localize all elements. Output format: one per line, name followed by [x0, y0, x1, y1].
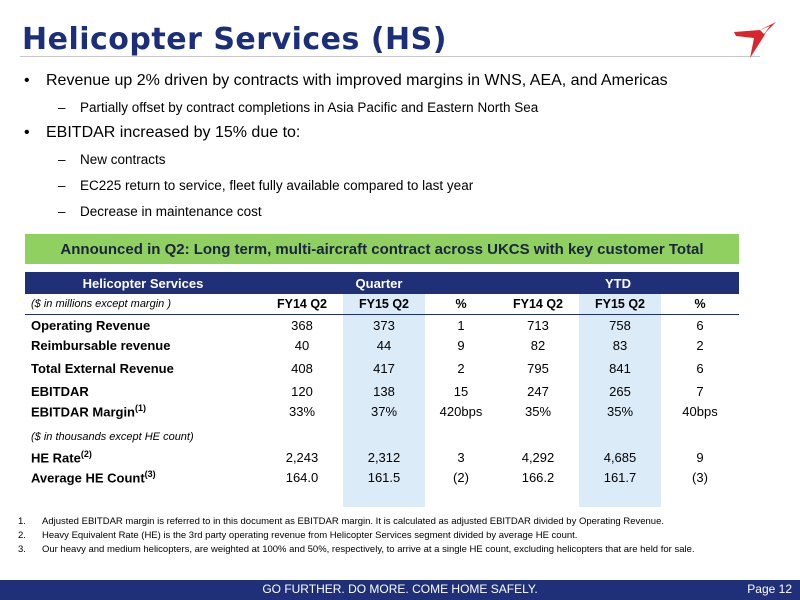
table-subheader-row: ($ in millions except margin ) FY14 Q2 F… — [25, 294, 739, 315]
row-label: Operating Revenue — [31, 317, 151, 333]
row-label: EBITDAR Margin(1) — [31, 402, 146, 420]
quarter-header: Quarter — [261, 272, 497, 294]
table-cell: 1 — [457, 317, 465, 333]
column-header: FY14 Q2 — [261, 294, 343, 315]
title-divider — [20, 56, 760, 57]
sub-bullet-item: – Partially offset by contract completion… — [58, 99, 539, 115]
table-cell: (2) — [453, 469, 469, 485]
segment-header: Helicopter Services — [25, 272, 261, 294]
table-spacer-row — [25, 487, 739, 507]
table-cell: 161.5 — [343, 467, 425, 487]
table-cell: 713 — [527, 317, 549, 333]
footnote: 1. Adjusted EBITDAR margin is referred to… — [18, 515, 665, 527]
bird-logo-icon — [734, 22, 776, 58]
bullet-text: Revenue up 2% driven by contracts with i… — [46, 72, 668, 89]
table-row: Reimbursable revenue 40 44 9 82 83 2 — [25, 335, 739, 355]
sub-bullet-item: – EC225 return to service, fleet fully av… — [58, 177, 474, 193]
bullet-item: • EBITDAR increased by 15% due to: — [24, 124, 301, 141]
table-cell: 164.0 — [285, 469, 319, 485]
table-cell: 420bps — [439, 403, 483, 419]
table-cell: 15 — [453, 383, 469, 399]
row-label: HE Rate(2) — [31, 448, 92, 466]
table-cell: 82 — [530, 337, 546, 353]
table-row: Average HE Count(3) 164.0 161.5 (2) 166.2 161… — [25, 467, 739, 487]
announcement-banner: Announced in Q2: Long term, multi-aircra… — [25, 234, 739, 264]
table-cell: 35% — [579, 401, 661, 421]
page-number: Page 12 — [747, 582, 792, 596]
column-header: FY15 Q2 — [579, 294, 661, 315]
units-note: ($ in thousands except HE count) — [31, 431, 194, 443]
column-header: FY15 Q2 — [343, 294, 425, 315]
table-row: HE Rate(2) 2,243 2,312 3 4,292 4,685 9 — [25, 447, 739, 467]
sub-bullet-text: New contracts — [80, 151, 166, 167]
table-cell: 35% — [524, 403, 552, 419]
column-header: % — [425, 294, 497, 315]
units-note: ($ in millions except margin ) — [25, 294, 261, 315]
table-cell: 373 — [343, 314, 425, 335]
table-row: EBITDAR Margin(1) 33% 37% 420bps 35% 35% 40bps — [25, 401, 739, 421]
table-cell: 2,243 — [285, 449, 319, 465]
table-cell: 83 — [579, 335, 661, 355]
table-row: Operating Revenue 368 373 1 713 758 6 — [25, 314, 739, 335]
page-title: Helicopter Services (HS) — [22, 22, 447, 57]
table-cell: 417 — [343, 355, 425, 381]
sub-bullet-item: – New contracts — [58, 151, 166, 167]
sub-bullet-text: Decrease in maintenance cost — [80, 203, 262, 219]
table-row: EBITDAR 120 138 15 247 265 7 — [25, 381, 739, 401]
table-cell: 6 — [696, 317, 704, 333]
table-cell: 795 — [527, 360, 549, 376]
table-cell: 2 — [696, 337, 704, 353]
sub-bullet-text: Partially offset by contract completions… — [80, 99, 539, 115]
table-cell: 161.7 — [579, 467, 661, 487]
units-row: ($ in thousands except HE count) — [25, 421, 739, 447]
table-cell: 138 — [343, 381, 425, 401]
table-cell: 247 — [527, 383, 549, 399]
table-cell: 841 — [579, 355, 661, 381]
row-label: Average HE Count(3) — [31, 468, 156, 486]
footer-bar: GO FURTHER. DO MORE. COME HOME SAFELY. P… — [0, 580, 800, 600]
table-cell: 9 — [457, 337, 465, 353]
table-cell: 9 — [696, 449, 704, 465]
table-cell: 37% — [343, 401, 425, 421]
table-cell: 44 — [343, 335, 425, 355]
footnote: 3. Our heavy and medium helicopters, are … — [18, 543, 695, 555]
table-cell: 7 — [696, 383, 704, 399]
footnote: 2. Heavy Equivalent Rate (HE) is the 3rd … — [18, 529, 578, 541]
ytd-header: YTD — [497, 272, 739, 294]
table-header-row: Helicopter Services Quarter YTD — [25, 272, 739, 294]
row-label: Reimbursable revenue — [31, 337, 171, 353]
table-cell: 6 — [696, 360, 704, 376]
footer-tagline: GO FURTHER. DO MORE. COME HOME SAFELY. — [262, 582, 538, 596]
table-cell: 120 — [291, 383, 313, 399]
column-header: % — [661, 294, 739, 315]
row-label: Total External Revenue — [31, 360, 174, 376]
table-cell: 265 — [579, 381, 661, 401]
table-cell: 166.2 — [521, 469, 555, 485]
sub-bullet-item: – Decrease in maintenance cost — [58, 203, 262, 219]
table-row: Total External Revenue 408 417 2 795 841 6 — [25, 355, 739, 381]
bullet-item: • Revenue up 2% driven by contracts with … — [24, 72, 668, 89]
bullet-list: • Revenue up 2% driven by contracts with … — [20, 68, 780, 224]
row-label: EBITDAR — [31, 383, 89, 399]
table-cell: 4,685 — [579, 447, 661, 467]
table-cell: 4,292 — [521, 449, 555, 465]
bullet-text: EBITDAR increased by 15% due to: — [46, 124, 301, 141]
column-header: FY14 Q2 — [497, 294, 579, 315]
table-cell: 40 — [294, 337, 310, 353]
sub-bullet-text: EC225 return to service, fleet fully ava… — [80, 177, 474, 193]
table-cell: 2,312 — [343, 447, 425, 467]
table-cell: (3) — [692, 469, 708, 485]
financial-table: Helicopter Services Quarter YTD ($ in mi… — [25, 272, 739, 507]
table-cell: 33% — [288, 403, 316, 419]
table-cell: 758 — [579, 314, 661, 335]
footnotes: 1. Adjusted EBITDAR margin is referred to… — [18, 514, 788, 556]
table-cell: 3 — [457, 449, 465, 465]
table-cell: 408 — [291, 360, 313, 376]
table-cell: 40bps — [682, 403, 718, 419]
table-cell: 2 — [457, 360, 465, 376]
table-cell: 368 — [291, 317, 313, 333]
